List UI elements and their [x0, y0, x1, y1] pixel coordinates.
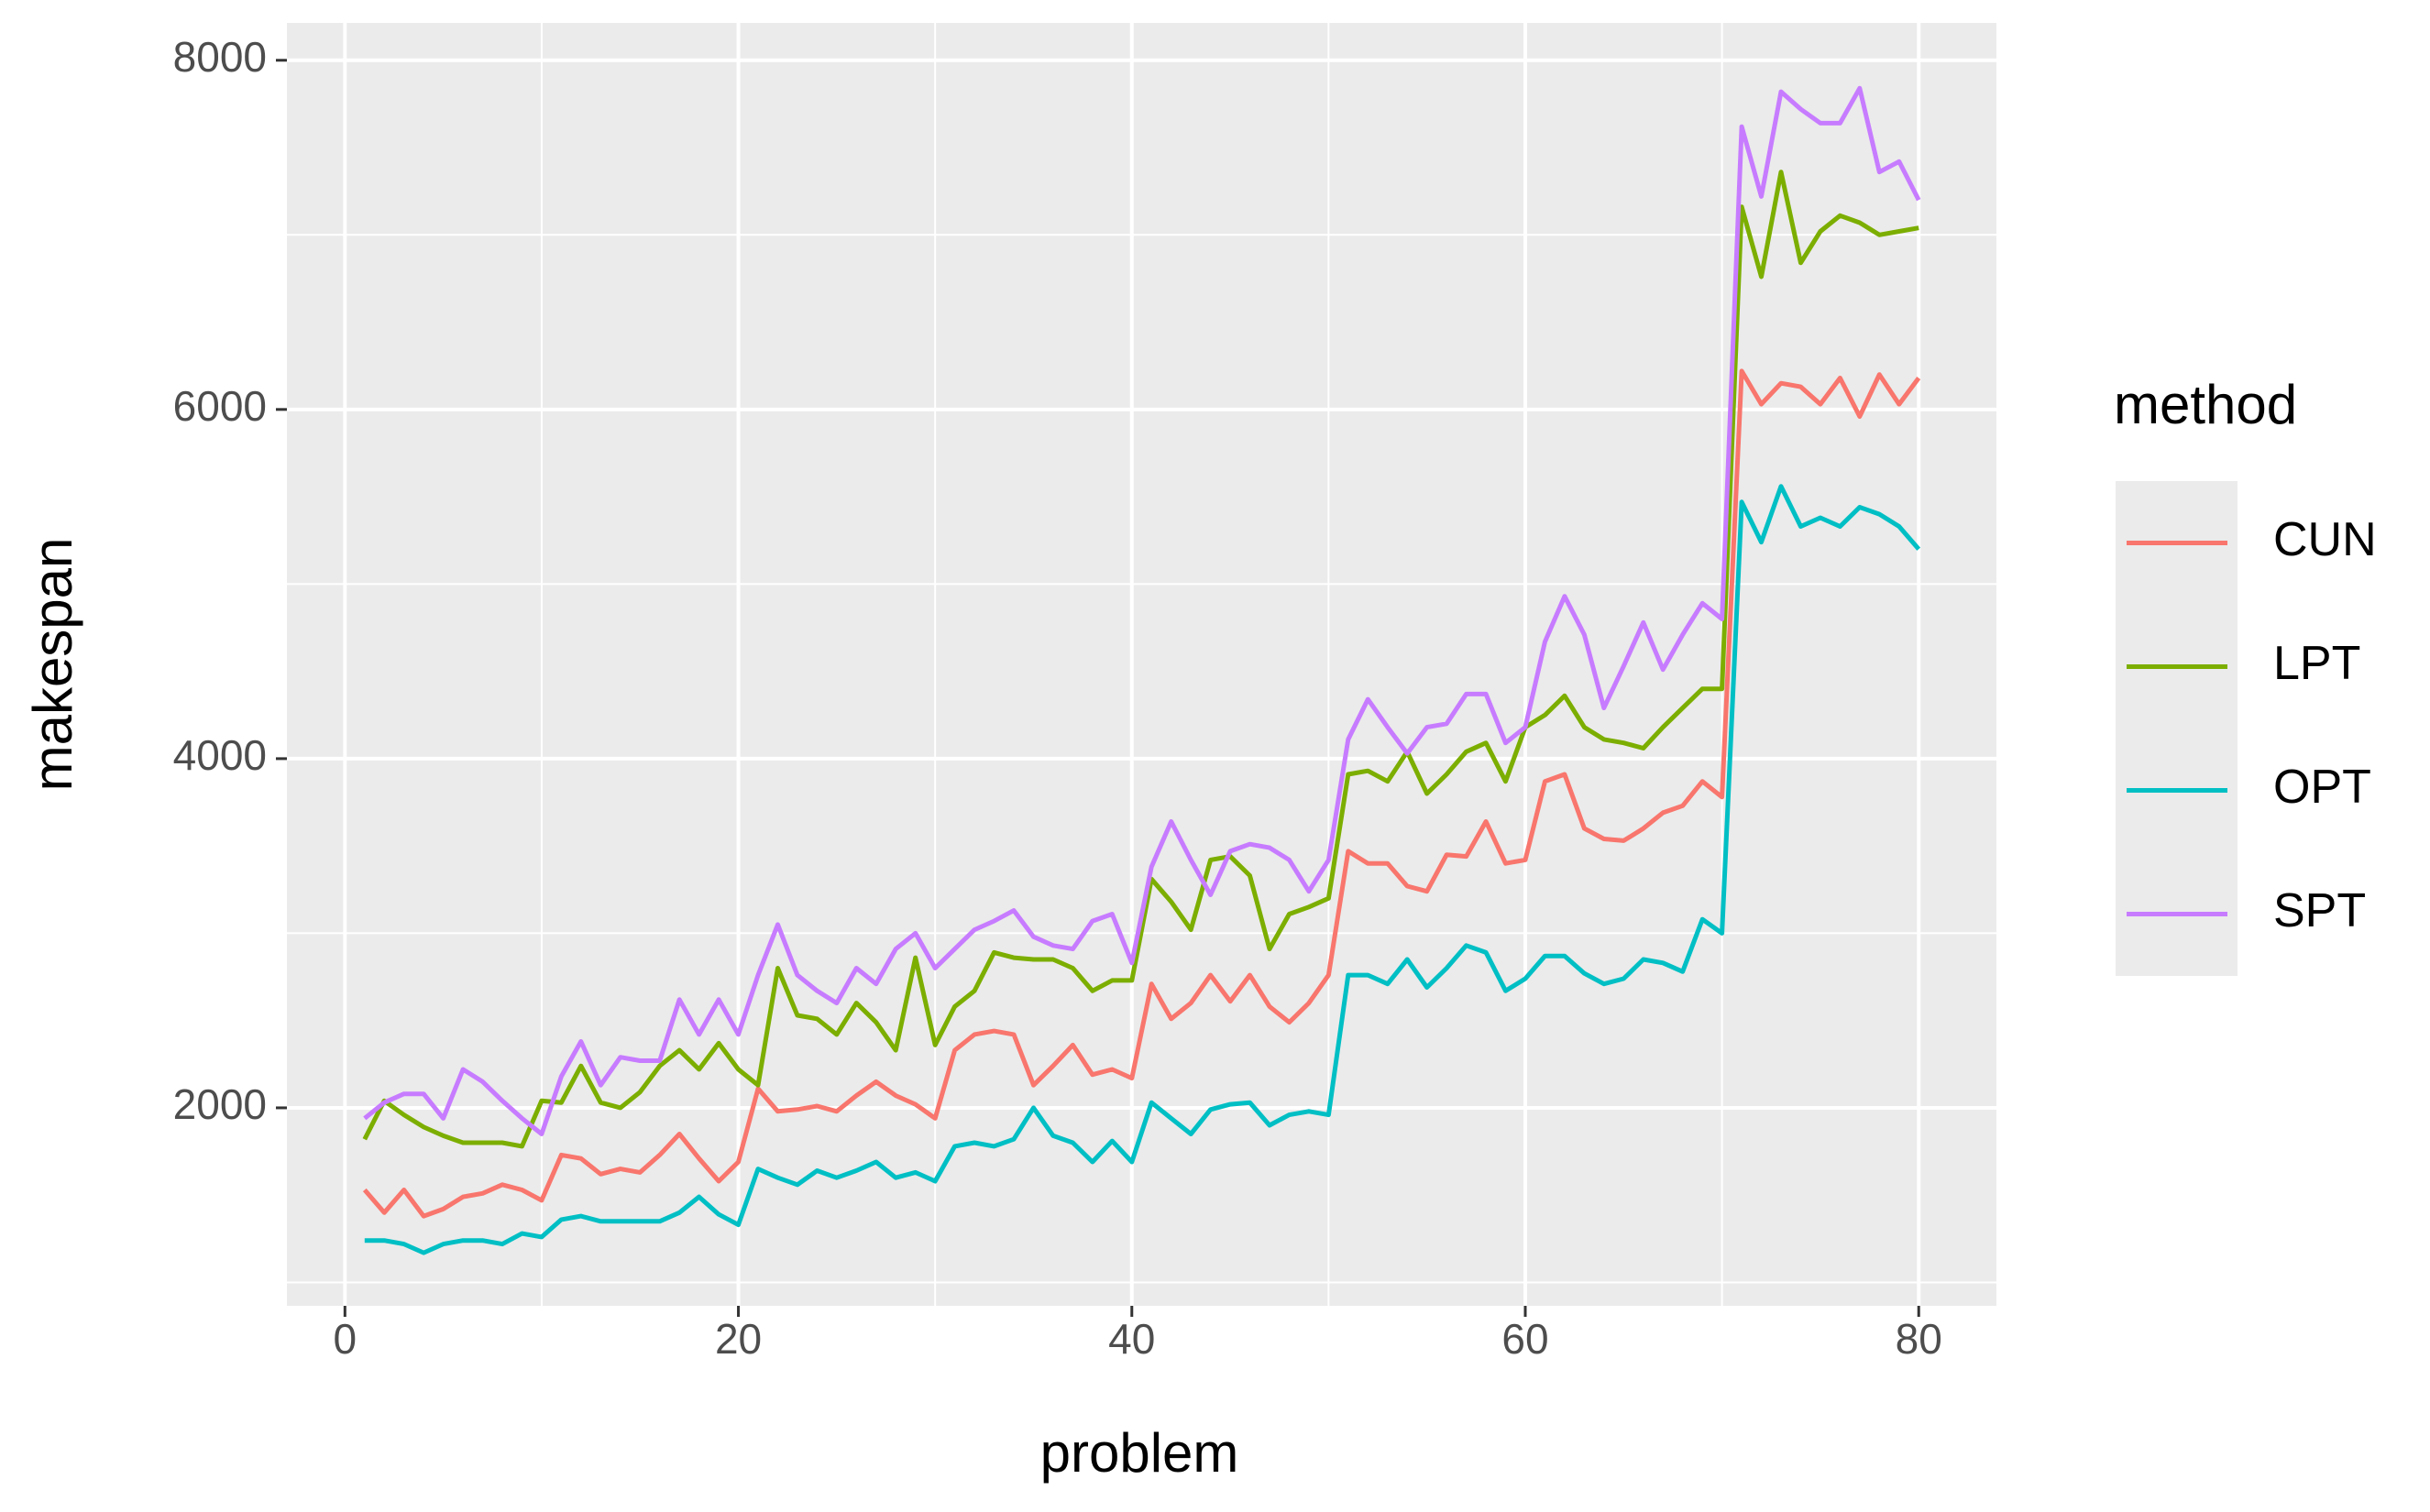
legend-label: SPT: [2273, 884, 2366, 937]
line-series: [363, 85, 1921, 1136]
y-tick-label: 4000: [173, 731, 267, 779]
legend-label: LPT: [2273, 637, 2360, 690]
x-axis-title: problem: [1040, 1422, 1239, 1484]
x-tick-label: 60: [1501, 1315, 1548, 1363]
y-axis-title: makespan: [22, 538, 83, 792]
y-tick-label: 8000: [173, 33, 267, 81]
x-tick-label: 0: [334, 1315, 357, 1363]
legend-label: CUN: [2273, 513, 2377, 566]
line-series: [362, 170, 1919, 1149]
line-series: [364, 484, 1921, 1255]
line-series: [362, 368, 1921, 1219]
legend-label: OPT: [2273, 761, 2371, 814]
x-tick-label: 80: [1896, 1315, 1942, 1363]
legend-key-background: [2116, 481, 2238, 976]
x-tick-label: 20: [715, 1315, 762, 1363]
legend-title: method: [2114, 374, 2297, 435]
plot-background: [287, 23, 1996, 1306]
x-tick-label: 40: [1108, 1315, 1155, 1363]
y-tick-label: 6000: [173, 382, 267, 430]
y-tick-label: 2000: [173, 1080, 267, 1128]
